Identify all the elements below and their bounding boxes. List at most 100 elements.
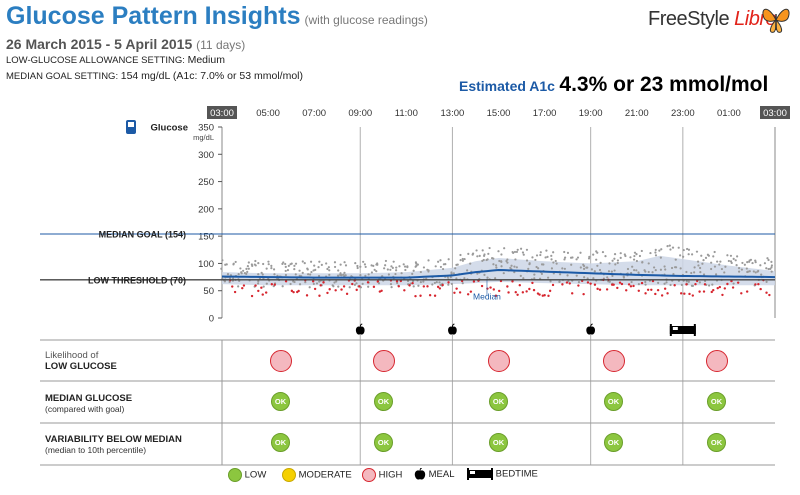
reading-dot	[454, 267, 457, 270]
reading-dot	[766, 257, 769, 260]
reading-dot	[467, 252, 470, 256]
reading-dot	[463, 277, 466, 280]
reading-dot	[331, 284, 334, 287]
x-tick-label: 19:00	[579, 108, 603, 119]
low-reading-dot	[498, 289, 501, 293]
reading-dot	[592, 277, 595, 280]
reading-dot	[720, 267, 724, 271]
reading-dot	[748, 260, 751, 263]
reading-dot	[685, 270, 688, 274]
reading-dot	[246, 270, 249, 274]
reading-dot	[262, 285, 265, 288]
reading-dot	[745, 267, 748, 270]
butterfly-icon	[762, 8, 790, 33]
reading-dot	[367, 285, 370, 288]
low-reading-dot	[380, 289, 383, 292]
low-reading-dot	[650, 288, 653, 291]
low-reading-dot	[334, 289, 337, 292]
reading-dot	[512, 251, 515, 254]
reading-dot	[608, 262, 611, 265]
reading-dot	[583, 276, 586, 279]
y-tick-label: 200	[198, 204, 214, 215]
reading-dot	[427, 259, 430, 262]
reading-dot	[247, 267, 250, 270]
reading-dot	[303, 262, 306, 265]
low-reading-dot	[516, 293, 519, 296]
reading-dot	[267, 260, 270, 263]
reading-dot	[563, 267, 566, 270]
reading-dot	[310, 270, 313, 274]
reading-dot	[669, 283, 672, 287]
low-reading-dot	[455, 287, 458, 290]
reading-dot	[570, 263, 573, 266]
reading-dot	[412, 285, 415, 288]
low-reading-dot	[453, 291, 456, 294]
reading-dot	[391, 266, 394, 269]
reading-dot	[533, 277, 536, 280]
reading-dot	[635, 269, 638, 272]
reading-dot	[716, 260, 719, 263]
reading-dot	[726, 254, 729, 257]
row-median-sub: (compared with goal)	[45, 404, 125, 414]
low-reading-dot	[598, 288, 602, 291]
reading-dot	[256, 282, 260, 285]
reading-dot	[438, 281, 441, 284]
reading-dot	[294, 262, 298, 265]
reading-dot	[459, 253, 462, 257]
median-status-ok: OK	[271, 392, 290, 411]
low-reading-dot	[518, 284, 521, 287]
y-tick-label: 250	[198, 177, 214, 188]
reading-dot	[282, 261, 285, 264]
reading-dot	[461, 259, 465, 262]
reading-dot	[666, 245, 669, 248]
reading-dot	[459, 259, 462, 262]
reading-dot	[389, 283, 393, 286]
reading-dot	[232, 277, 235, 280]
reading-dot	[312, 282, 315, 286]
reading-dot	[652, 266, 656, 269]
reading-dot	[533, 273, 536, 276]
legend-high-icon	[362, 468, 376, 482]
reading-dot	[257, 273, 260, 276]
reading-dot	[272, 268, 276, 271]
low-reading-dot	[447, 281, 450, 284]
reading-dot	[364, 265, 367, 269]
low-reading-dot	[571, 292, 574, 295]
low-reading-dot	[620, 282, 624, 286]
reading-dot	[265, 282, 268, 285]
low-reading-dot	[768, 293, 771, 297]
reading-dot	[537, 267, 540, 270]
low-reading-dot	[233, 290, 237, 294]
chart-series: Median	[220, 244, 776, 301]
low-glucose-setting-label: LOW-GLUCOSE ALLOWANCE SETTING:	[6, 55, 185, 66]
low-reading-dot	[683, 292, 686, 295]
low-reading-dot	[469, 290, 473, 293]
reading-dot	[328, 273, 331, 276]
low-reading-dot	[297, 289, 300, 293]
reading-dot	[623, 253, 626, 256]
row-likelihood-low: Likelihood of LOW GLUCOSE	[45, 350, 117, 372]
reading-dot	[452, 272, 455, 275]
reading-dot	[647, 270, 650, 274]
reading-dot	[687, 248, 691, 251]
reading-dot	[395, 266, 398, 269]
low-reading-dot	[422, 285, 426, 288]
legend-low-label: LOW	[244, 469, 267, 481]
reading-dot	[566, 251, 570, 255]
reading-dot	[550, 254, 553, 257]
low-reading-dot	[426, 285, 429, 288]
reading-dot	[613, 257, 616, 260]
reading-dot	[318, 260, 321, 263]
reading-dot	[384, 259, 388, 263]
apple-icon	[355, 326, 365, 335]
low-reading-dot	[644, 292, 647, 295]
reading-dot	[257, 280, 260, 283]
reading-dot	[558, 273, 562, 276]
reading-dot	[528, 263, 531, 266]
x-tick-label: 17:00	[533, 108, 557, 119]
reading-dot	[253, 263, 256, 266]
low-reading-dot	[541, 294, 544, 297]
reading-dot	[525, 248, 529, 251]
low-reading-dot	[589, 282, 592, 285]
reading-dot	[613, 269, 616, 272]
